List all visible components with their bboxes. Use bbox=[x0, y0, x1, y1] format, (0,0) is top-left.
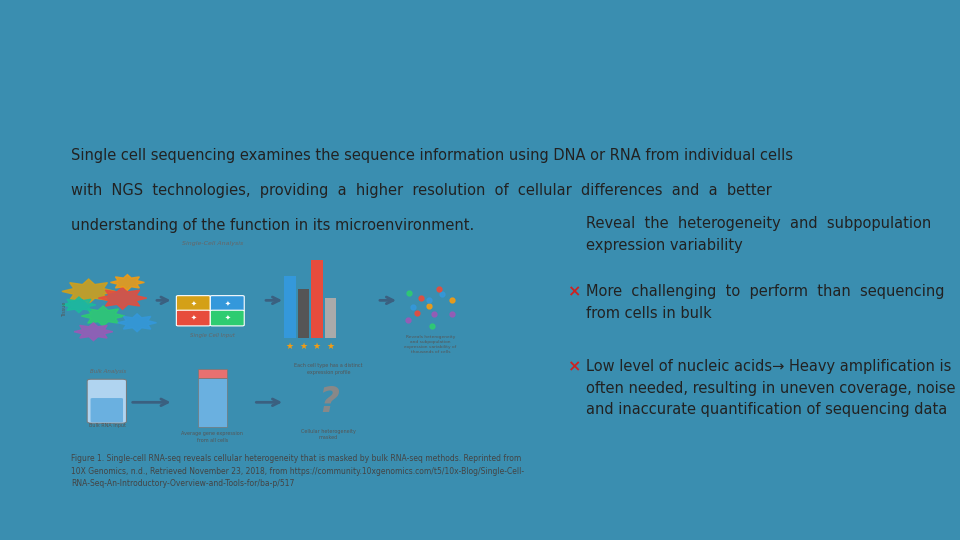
Text: Bulk RNA input: Bulk RNA input bbox=[88, 423, 126, 428]
Text: ★: ★ bbox=[313, 342, 321, 351]
Text: Single cell sequencing examines the sequence information using DNA or RNA from i: Single cell sequencing examines the sequ… bbox=[71, 148, 793, 163]
Bar bbox=[298, 289, 309, 339]
Text: ?: ? bbox=[318, 386, 339, 420]
Text: ×: × bbox=[568, 359, 582, 374]
FancyBboxPatch shape bbox=[210, 295, 244, 312]
Text: Reveals heterogeneity
and subpopulation
expression variability of
thousands of c: Reveals heterogeneity and subpopulation … bbox=[404, 335, 457, 354]
Polygon shape bbox=[62, 279, 115, 303]
FancyBboxPatch shape bbox=[210, 310, 244, 326]
Text: More  challenging  to  perform  than  sequencing
from cells in bulk: More challenging to perform than sequenc… bbox=[587, 284, 945, 321]
Text: ✓: ✓ bbox=[568, 216, 582, 231]
FancyBboxPatch shape bbox=[177, 295, 210, 312]
Bar bbox=[284, 276, 296, 339]
Text: Low level of nucleic acids→ Heavy amplification is
often needed, resulting in un: Low level of nucleic acids→ Heavy amplif… bbox=[587, 359, 956, 417]
FancyBboxPatch shape bbox=[177, 310, 210, 326]
Polygon shape bbox=[110, 274, 144, 291]
Bar bbox=[324, 298, 336, 339]
Text: with  NGS  technologies,  providing  a  higher  resolution  of  cellular  differ: with NGS technologies, providing a highe… bbox=[71, 183, 772, 198]
Bar bbox=[198, 369, 227, 377]
Text: Single-Cell Analysis: Single-Cell Analysis bbox=[181, 241, 243, 246]
FancyBboxPatch shape bbox=[87, 379, 127, 423]
Text: ★: ★ bbox=[286, 342, 294, 351]
Text: Single Cell Input: Single Cell Input bbox=[190, 333, 234, 338]
Text: Reveal  the  heterogeneity  and  subpopulation
expression variability: Reveal the heterogeneity and subpopulati… bbox=[587, 216, 931, 253]
FancyBboxPatch shape bbox=[90, 398, 123, 422]
Text: ×: × bbox=[568, 284, 582, 299]
Polygon shape bbox=[74, 323, 113, 341]
Polygon shape bbox=[62, 297, 96, 313]
Text: INTRODUCTION: INTRODUCTION bbox=[71, 61, 431, 103]
Text: Each cell type has a distinct
expression profile: Each cell type has a distinct expression… bbox=[295, 363, 363, 375]
Text: ✦: ✦ bbox=[190, 315, 196, 321]
Text: ★: ★ bbox=[326, 342, 335, 351]
Text: Tissue: Tissue bbox=[62, 302, 67, 317]
Polygon shape bbox=[82, 306, 125, 326]
Text: Average gene expression
from all cells: Average gene expression from all cells bbox=[181, 431, 243, 443]
Polygon shape bbox=[118, 314, 156, 332]
Text: understanding of the function in its microenvironment.: understanding of the function in its mic… bbox=[71, 218, 474, 233]
Text: ✦: ✦ bbox=[225, 300, 230, 307]
Bar bbox=[311, 260, 323, 339]
Text: ✦: ✦ bbox=[225, 315, 230, 321]
Text: ★: ★ bbox=[300, 342, 307, 351]
Bar bbox=[198, 377, 227, 427]
Text: Bulk Analysis: Bulk Analysis bbox=[90, 369, 126, 374]
Polygon shape bbox=[98, 287, 147, 309]
Text: ✦: ✦ bbox=[190, 300, 196, 307]
Text: Cellular heterogeneity
masked: Cellular heterogeneity masked bbox=[301, 429, 356, 441]
Text: Figure 1. Single-cell RNA-seq reveals cellular heterogeneity that is masked by b: Figure 1. Single-cell RNA-seq reveals ce… bbox=[71, 454, 524, 488]
